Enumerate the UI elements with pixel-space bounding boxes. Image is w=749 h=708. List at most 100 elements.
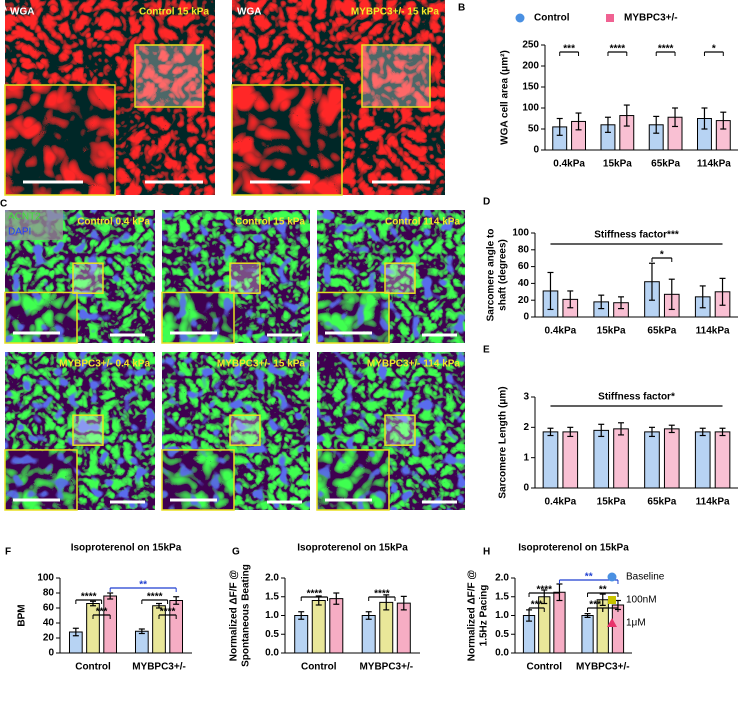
micrograph [161, 352, 310, 511]
panel-label: H [483, 547, 490, 558]
x-tick-label: Control [301, 662, 337, 673]
significance-label: **** [81, 592, 97, 603]
y-tick-label: 1 [523, 452, 529, 463]
bar [361, 615, 376, 654]
y-tick-label: 80 [43, 588, 55, 599]
panel-label: G [232, 547, 240, 558]
y-axis-label: Sarcomere angle to [486, 229, 497, 322]
x-tick-label: MYBPC3+/- [132, 662, 186, 673]
bar [134, 630, 149, 654]
bar [329, 598, 344, 654]
legend-label: Control [534, 13, 570, 24]
chart-title: Isoproterenol on 15kPa [518, 543, 629, 554]
image-caption: MYBPC3+/- 0.4 kPa [59, 359, 150, 370]
bar [694, 431, 711, 489]
inset-frame [316, 291, 390, 344]
image-caption: MYBPC3+/- 114 kPa [367, 359, 461, 370]
x-tick-label: 0.4kPa [553, 159, 585, 170]
bar [294, 615, 309, 654]
x-tick-label: MYBPC3+/- [576, 662, 630, 673]
bar [542, 431, 559, 489]
significance-label: *** [531, 600, 543, 611]
bar [613, 428, 629, 489]
y-axis-label: Normalized ΔF/F @ [229, 570, 240, 662]
significance-label: **** [658, 44, 674, 55]
bar [396, 602, 411, 654]
inset-frame [4, 84, 116, 196]
y-tick-label: 0.0 [265, 648, 279, 659]
y-tick-label: 200 [522, 61, 539, 72]
x-tick-label: 65kPa [647, 497, 676, 508]
inset-frame [4, 449, 78, 511]
bar [562, 431, 579, 489]
micrograph [4, 352, 155, 511]
significance-label: ** [599, 585, 607, 596]
roi-box [384, 414, 416, 446]
inset-nuclei [317, 292, 389, 343]
image-tag: WGA [10, 7, 34, 18]
y-tick-label: 1.5 [265, 591, 279, 602]
y-tick-label: 1.5 [495, 591, 509, 602]
y-tick-label: 100 [512, 228, 529, 239]
bar [103, 595, 118, 654]
inset-zoom [232, 85, 342, 195]
inset-frame [161, 449, 235, 511]
y-tick-label: 100 [37, 573, 54, 584]
micrograph [4, 0, 215, 196]
y-axis-label: Normalized ΔF/F @ [467, 570, 478, 662]
bar [553, 591, 566, 654]
stain-legend-box [5, 210, 63, 240]
panel-label: B [458, 3, 465, 14]
y-axis-label: Spontaneous Beating [241, 564, 252, 667]
x-tick-label: 15kPa [603, 159, 632, 170]
significance-label: **** [374, 589, 390, 600]
legend-label: MYBPC3+/- [624, 13, 678, 24]
roi-box [229, 262, 261, 294]
y-axis-label: Sarcomere Length (μm) [498, 386, 509, 498]
roi-box [72, 262, 104, 294]
chart-title: Isoproterenol on 15kPa [297, 543, 408, 554]
panel-label: E [483, 345, 490, 356]
x-tick-label: 114kPa [696, 497, 730, 508]
y-tick-label: 40 [43, 618, 55, 629]
bar [581, 615, 594, 654]
significance-label: **** [160, 607, 176, 618]
y-axis-label: 1.5Hz Pacing [479, 585, 490, 647]
y-tick-label: 20 [43, 633, 55, 644]
y-tick-label: 1.0 [265, 610, 279, 621]
bar [311, 600, 326, 654]
y-axis-label: shaft (degrees) [498, 239, 509, 311]
image-caption: MYBPC3+/- 15 kPa [351, 7, 440, 18]
chart-title: Isoproterenol on 15kPa [71, 543, 182, 554]
inset-nuclei [162, 292, 234, 343]
legend-marker [515, 13, 525, 23]
y-tick-label: 0 [523, 312, 529, 323]
significance-label: *** [96, 607, 108, 618]
micrograph [316, 352, 465, 511]
y-tick-label: 0 [523, 483, 529, 494]
y-tick-label: 20 [518, 295, 530, 306]
y-axis-label: WGA cell area (μm²) [500, 50, 511, 145]
legend-marker [607, 618, 617, 627]
x-tick-label: 0.4kPa [545, 497, 577, 508]
bar [593, 429, 610, 489]
x-tick-label: 65kPa [651, 159, 680, 170]
y-tick-label: 50 [528, 124, 540, 135]
significance-label: **** [307, 589, 323, 600]
y-tick-label: 150 [522, 82, 539, 93]
inset-nuclei [5, 292, 77, 343]
significance-label: *** [589, 600, 601, 611]
x-tick-label: 15kPa [597, 326, 626, 337]
roi-box [229, 414, 261, 446]
image-caption: Control 15 kPa [235, 217, 305, 228]
y-tick-label: 0.5 [495, 629, 509, 640]
micrograph [316, 210, 465, 344]
inset-frame [316, 449, 390, 511]
image-tag: WGA [237, 7, 261, 18]
y-tick-label: 2 [523, 422, 529, 433]
micrograph [161, 210, 310, 344]
significance-label: * [608, 600, 612, 611]
significance-label: **** [610, 44, 626, 55]
stain-label: DAPI [8, 227, 31, 238]
y-tick-label: 3 [523, 392, 529, 403]
